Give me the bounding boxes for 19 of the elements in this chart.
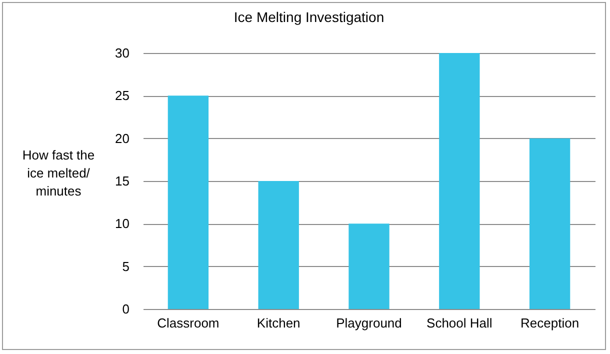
bar — [258, 181, 299, 309]
x-tick-label: Reception — [520, 316, 580, 330]
y-tick-label: 0 — [122, 302, 130, 316]
x-tick-label: Kitchen — [256, 316, 300, 330]
bar — [439, 53, 480, 309]
y-tick-label: 5 — [122, 258, 130, 274]
y-tick-label: 20 — [115, 130, 130, 146]
x-tick-label: School Hall — [426, 316, 492, 330]
bar — [168, 96, 209, 309]
y-axis-title: How fast the ice melted/ minutes — [22, 148, 95, 198]
chart-title: Ice Melting Investigation — [234, 9, 384, 25]
x-tick-label: Classroom — [157, 316, 220, 330]
bar — [529, 138, 570, 309]
y-tick-label: 15 — [115, 174, 130, 188]
y-tick-label: 30 — [115, 46, 130, 60]
y-tick-label: 25 — [115, 88, 130, 104]
x-tick-label: Playground — [336, 316, 402, 330]
y-tick-label: 10 — [115, 216, 130, 232]
bar — [348, 224, 390, 309]
